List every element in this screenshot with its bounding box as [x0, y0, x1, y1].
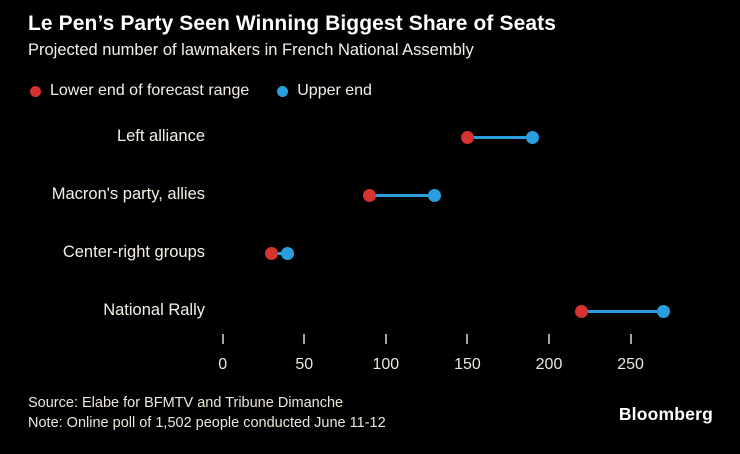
range-connector — [369, 193, 435, 197]
legend-label-lower-end: Lower end of forecast range — [50, 82, 250, 99]
legend-item-lower-end: Lower end of forecast range — [30, 82, 249, 100]
range-connector — [271, 251, 288, 255]
x-axis-tick-label: 0 — [218, 356, 228, 373]
bloomberg-logo: Bloomberg — [618, 404, 713, 424]
lower-end-dot-icon — [30, 85, 41, 97]
category-label: Macron's party, allies — [51, 185, 205, 203]
upper-end-dot — [526, 130, 540, 144]
legend-label-upper-end: Upper end — [297, 82, 372, 99]
x-axis-tick-label: 50 — [295, 356, 314, 373]
x-axis-tick — [466, 334, 469, 344]
x-axis-tick-label: 100 — [372, 356, 400, 373]
chart-legend: Lower end of forecast range Upper end — [30, 82, 372, 100]
x-axis-tick — [221, 334, 224, 344]
category-label: Left alliance — [116, 127, 205, 145]
category-label: Center-right groups — [62, 243, 205, 261]
lower-end-dot — [265, 246, 279, 260]
category-label: National Rally — [103, 301, 205, 319]
range-connector — [581, 309, 664, 313]
lower-end-dot — [363, 188, 377, 202]
legend-item-upper-end: Upper end — [277, 82, 372, 100]
x-axis-tick — [303, 334, 306, 344]
chart-subtitle: Projected number of lawmakers in French … — [28, 41, 474, 59]
upper-end-dot — [281, 246, 295, 260]
lower-end-dot — [460, 130, 474, 144]
source-note: Source: Elabe for BFMTV and Tribune Dima… — [28, 395, 344, 411]
x-axis-tick — [384, 334, 387, 344]
range-connector — [467, 135, 533, 139]
x-axis-tick-label: 200 — [535, 356, 563, 373]
upper-end-dot — [428, 188, 442, 202]
upper-end-dot-icon — [277, 85, 289, 97]
chart-footer: Source: Elabe for BFMTV and Tribune Dima… — [28, 394, 386, 433]
x-axis-tick-label: 250 — [617, 356, 644, 373]
x-axis-tick — [548, 334, 551, 344]
page-title: Le Pen’s Party Seen Winning Biggest Shar… — [28, 12, 556, 35]
x-axis-tick — [629, 334, 632, 344]
methodology-note: Note: Online poll of 1,502 people conduc… — [28, 414, 386, 431]
upper-end-dot — [656, 304, 670, 318]
x-axis-tick-label: 150 — [454, 356, 481, 373]
lower-end-dot — [575, 304, 589, 318]
